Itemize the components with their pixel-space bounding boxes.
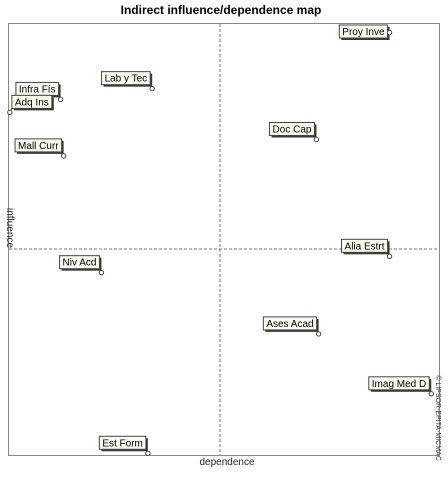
- point-label-doc-cap: Doc Cap: [273, 125, 312, 136]
- plot-frame: [8, 23, 440, 456]
- point-marker-alia-estrt: [386, 253, 393, 260]
- point-marker-doc-cap: [313, 136, 320, 143]
- point-marker-proy-inve: [386, 29, 393, 36]
- point-label-box-alia-estrt: [341, 238, 389, 253]
- point-label-box-adq-ins: [11, 94, 53, 109]
- point-adq-ins: Adq Ins: [7, 94, 54, 116]
- point-label-box-mall-curr: [14, 138, 63, 153]
- point-label-alia-estrt: Alia Estrt: [345, 241, 385, 252]
- point-label-lab-y-tec: Lab y Tec: [105, 74, 148, 85]
- x-axis-label: dependence: [199, 457, 254, 468]
- data-points-layer: Proy Inve Lab y Tec Infra Fís Adq Ins Doc Ca…: [7, 24, 434, 456]
- point-marker-imag-med-d: [428, 391, 434, 397]
- point-label-niv-acd: Niv Acd: [63, 258, 97, 269]
- point-marker-adq-ins: [7, 109, 13, 116]
- point-proy-inve: Proy Inve: [338, 24, 393, 40]
- point-marker-infra-fis: [57, 96, 64, 103]
- point-lab-y-tec: Lab y Tec: [101, 71, 155, 92]
- point-label-mall-curr: Mall Curr: [18, 141, 59, 152]
- point-label-imag-med-d: Imag Med D: [372, 379, 426, 390]
- point-marker-ases-acad: [315, 331, 322, 337]
- point-marker-mall-curr: [60, 153, 67, 159]
- watermark-text: © LIPSOR-EPITA-MICMAC: [434, 375, 442, 461]
- point-ases-acad: Ases Acad: [262, 316, 322, 337]
- point-marker-lab-y-tec: [149, 85, 155, 92]
- point-label-box-lab-y-tec: [101, 71, 151, 86]
- point-marker-niv-acd: [98, 269, 105, 276]
- point-label-box-doc-cap: [269, 122, 315, 137]
- point-infra-fis: Infra Fís: [15, 81, 64, 103]
- point-label-box-ases-acad: [262, 316, 318, 331]
- point-alia-estrt: Alia Estrt: [341, 238, 393, 260]
- point-est-form: Est Form: [98, 435, 151, 456]
- point-label-est-form: Est Form: [102, 438, 143, 449]
- point-label-proy-inve: Proy Inve: [342, 27, 385, 38]
- point-label-infra-fis: Infra Fís: [19, 84, 56, 95]
- point-label-box-imag-med-d: [368, 376, 430, 391]
- point-doc-cap: Doc Cap: [269, 122, 320, 143]
- point-label-adq-ins: Adq Ins: [15, 97, 49, 108]
- point-label-box-niv-acd: [59, 255, 100, 270]
- point-imag-med-d: Imag Med D: [368, 376, 434, 397]
- point-mall-curr: Mall Curr: [14, 138, 67, 159]
- point-label-box-est-form: [98, 435, 147, 450]
- y-axis-label: influence: [4, 208, 15, 248]
- point-label-ases-acad: Ases Acad: [266, 319, 313, 330]
- chart-title: Indirect influence/dependence map: [121, 3, 322, 17]
- point-marker-est-form: [145, 450, 151, 456]
- point-niv-acd: Niv Acd: [59, 255, 105, 276]
